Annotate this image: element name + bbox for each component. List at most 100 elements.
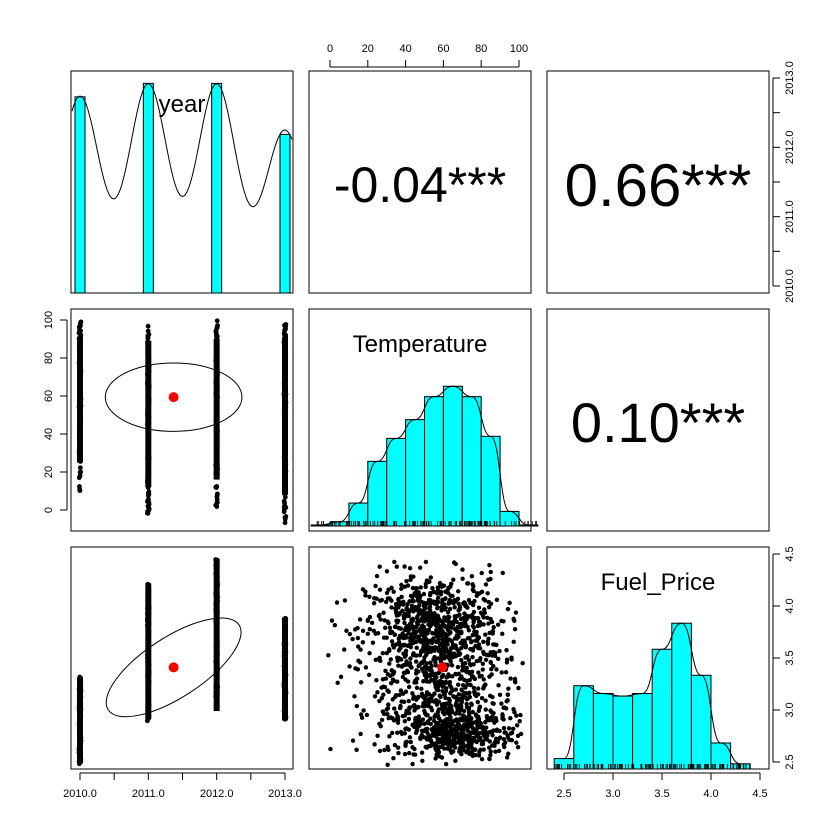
scatter-point [444, 640, 450, 645]
scatter-point [404, 605, 409, 611]
scatter-point [429, 677, 434, 683]
fuel-price-histogram-bar [612, 695, 634, 770]
fuel-price-density-curve [563, 622, 741, 765]
scatter-point [411, 574, 416, 579]
scatter-point [416, 718, 421, 723]
correlation-ellipse [105, 617, 242, 718]
scatter-point [433, 756, 438, 761]
scatter-point [428, 575, 434, 580]
scatter-point [405, 583, 411, 588]
scatter-point [77, 469, 83, 475]
scatter-point [495, 622, 501, 627]
scatter-point [389, 585, 394, 591]
scatter-point [438, 618, 443, 624]
scatter-point [402, 620, 407, 626]
scatter-point [448, 584, 453, 589]
scatter-point [425, 730, 430, 735]
scatter-point [477, 674, 482, 679]
scatter-point [421, 700, 426, 706]
scatter-point [406, 684, 412, 690]
scatter-point [500, 570, 505, 576]
scatter-point [450, 674, 455, 679]
scatter-point [447, 732, 453, 737]
scatter-point [473, 712, 479, 717]
scatter-point [471, 619, 476, 625]
temperature-top-tick-label: 60 [437, 43, 449, 55]
scatter-point [342, 647, 347, 652]
scatter-point [416, 590, 421, 595]
scatter-point [460, 576, 465, 581]
scatter-point [427, 604, 433, 610]
scatter-point [513, 679, 518, 685]
scatter-point [480, 739, 485, 745]
scatter-point [342, 598, 348, 603]
scatter-point [402, 751, 408, 757]
temperature-histogram-bar [461, 396, 482, 527]
scatter-point [512, 710, 517, 715]
scatter-point [476, 642, 482, 647]
scatter-point [335, 680, 340, 686]
scatter-point [328, 746, 333, 752]
scatter-point [434, 723, 439, 728]
scatter-point [497, 648, 502, 654]
scatter-point [465, 654, 470, 659]
scatter-point [499, 701, 504, 706]
scatter-point [402, 731, 408, 736]
panel-year-temperature-correlation [308, 70, 532, 294]
scatter-point [385, 688, 390, 693]
scatter-point [458, 640, 463, 646]
scatter-point [490, 701, 495, 706]
scatter-point [486, 745, 492, 750]
scatter-point [428, 721, 433, 727]
scatter-point [399, 663, 405, 669]
scatter-point [384, 590, 390, 596]
scatter-point [401, 670, 407, 675]
scatter-point [460, 567, 465, 572]
scatter-point [467, 671, 473, 676]
scatter-point [444, 716, 450, 722]
scatter-point [395, 730, 400, 735]
scatter-point [464, 665, 470, 671]
scatter-point [419, 750, 425, 755]
scatter-point [486, 636, 491, 641]
scatter-point [388, 673, 393, 679]
scatter-point-column [213, 339, 220, 480]
scatter-point [470, 623, 476, 629]
scatter-point [281, 509, 287, 515]
correlation-ellipse [104, 362, 243, 432]
scatter-point [433, 631, 439, 636]
scatter-point [507, 600, 512, 606]
scatter-point [471, 730, 476, 736]
scatter-point [464, 701, 469, 707]
scatter-point [428, 738, 434, 743]
scatter-point [417, 662, 423, 667]
fuel-x-tick-label: 4.5 [752, 788, 767, 800]
scatter-point [459, 621, 464, 627]
scatter-point [431, 718, 437, 724]
scatter-point [477, 749, 482, 755]
scatter-point [469, 639, 474, 644]
scatter-point [476, 670, 481, 675]
scatter-point [458, 716, 463, 721]
scatter-point [392, 559, 397, 565]
scatter-point [504, 755, 510, 760]
scatter-point [144, 499, 150, 504]
scatter-point [488, 601, 494, 607]
scatter-point [430, 585, 435, 591]
scatter-point [464, 721, 469, 727]
scatter-point [493, 717, 498, 723]
scatter-point [483, 657, 489, 663]
scatter-point [429, 707, 435, 713]
scatter-point [508, 676, 513, 681]
scatter-point [404, 624, 410, 629]
scatter-point [476, 753, 482, 758]
scatter-point [483, 720, 488, 725]
scatter-point [391, 756, 396, 761]
scatter-point [442, 650, 447, 656]
scatter-point [493, 650, 498, 656]
scatter-point [145, 333, 151, 339]
scatter-point [358, 731, 363, 737]
temperature-top-tick-label: 0 [327, 43, 333, 55]
scatter-point [435, 709, 441, 715]
scatter-point [461, 708, 467, 714]
